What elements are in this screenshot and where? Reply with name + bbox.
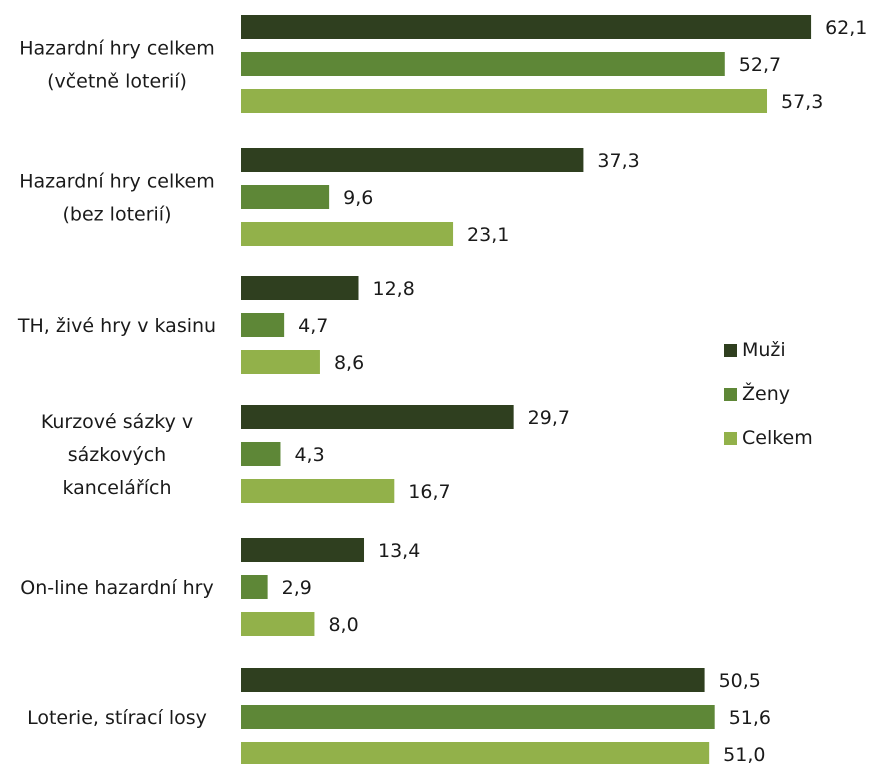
value-label: 2,9 [282, 577, 312, 599]
bar-1-muži [241, 15, 812, 39]
legend-swatch-ženy [724, 388, 737, 401]
legend-label-muži: Muži [742, 339, 786, 361]
value-label: 51,6 [729, 707, 771, 729]
category-label: Loterie, stírací losy [27, 707, 207, 729]
bar-1-celkem [241, 89, 768, 113]
category-label: Hazardní hry celkem (bez loterií) [19, 171, 215, 226]
category-label: Hazardní hry celkem (včetně loterií) [19, 38, 215, 93]
bars-group [241, 15, 812, 764]
value-label: 23,1 [467, 224, 509, 246]
legend: Muži Ženy Celkem [724, 339, 813, 449]
value-labels-group: 62,1 52,757,3 37,3 9,6 23,1 12,8 4,7 8,6 29,7 4,3… [282, 17, 868, 764]
bar-4-muži [241, 405, 514, 429]
value-label: 13,4 [378, 540, 420, 562]
value-label: 4,7 [298, 315, 328, 337]
value-label: 37,3 [597, 150, 639, 172]
bar-6-ženy [241, 705, 715, 729]
value-label: 8,6 [334, 352, 364, 374]
value-label: 8,0 [328, 614, 358, 636]
value-label: 57,3 [781, 91, 823, 113]
legend-label-ženy: Ženy [742, 382, 790, 405]
category-labels-group: Hazardní hry celkem (včetně loterií) Hazar… [17, 38, 216, 730]
value-label: 9,6 [343, 187, 373, 209]
legend-label-celkem: Celkem [742, 427, 813, 449]
bar-3-ženy [241, 313, 285, 337]
bar-3-muži [241, 276, 359, 300]
value-label: 52,7 [739, 54, 781, 76]
value-label: 12,8 [373, 278, 415, 300]
bar-5-muži [241, 538, 365, 562]
bar-6-celkem [241, 742, 710, 764]
bar-5-ženy [241, 575, 268, 599]
category-label: Kurzové sázky v sázkových kancelářích [41, 411, 193, 499]
value-label: 62,1 [825, 17, 867, 39]
bar-2-ženy [241, 185, 330, 209]
bar-2-muži [241, 148, 584, 172]
bar-4-celkem [241, 479, 395, 503]
value-label: 16,7 [408, 481, 450, 503]
value-label: 51,0 [723, 744, 765, 764]
value-label: 4,3 [294, 444, 324, 466]
bar-2-celkem [241, 222, 454, 246]
bar-1-ženy [241, 52, 725, 76]
category-label: TH, živé hry v kasinu [17, 315, 216, 337]
value-label: 29,7 [528, 407, 570, 429]
bar-5-celkem [241, 612, 315, 636]
legend-swatch-muži [724, 344, 737, 357]
bar-4-ženy [241, 442, 281, 466]
bar-6-muži [241, 668, 705, 692]
bar-3-celkem [241, 350, 320, 374]
legend-swatch-celkem [724, 432, 737, 445]
value-label: 50,5 [719, 670, 761, 692]
category-label: On-line hazardní hry [20, 577, 213, 599]
